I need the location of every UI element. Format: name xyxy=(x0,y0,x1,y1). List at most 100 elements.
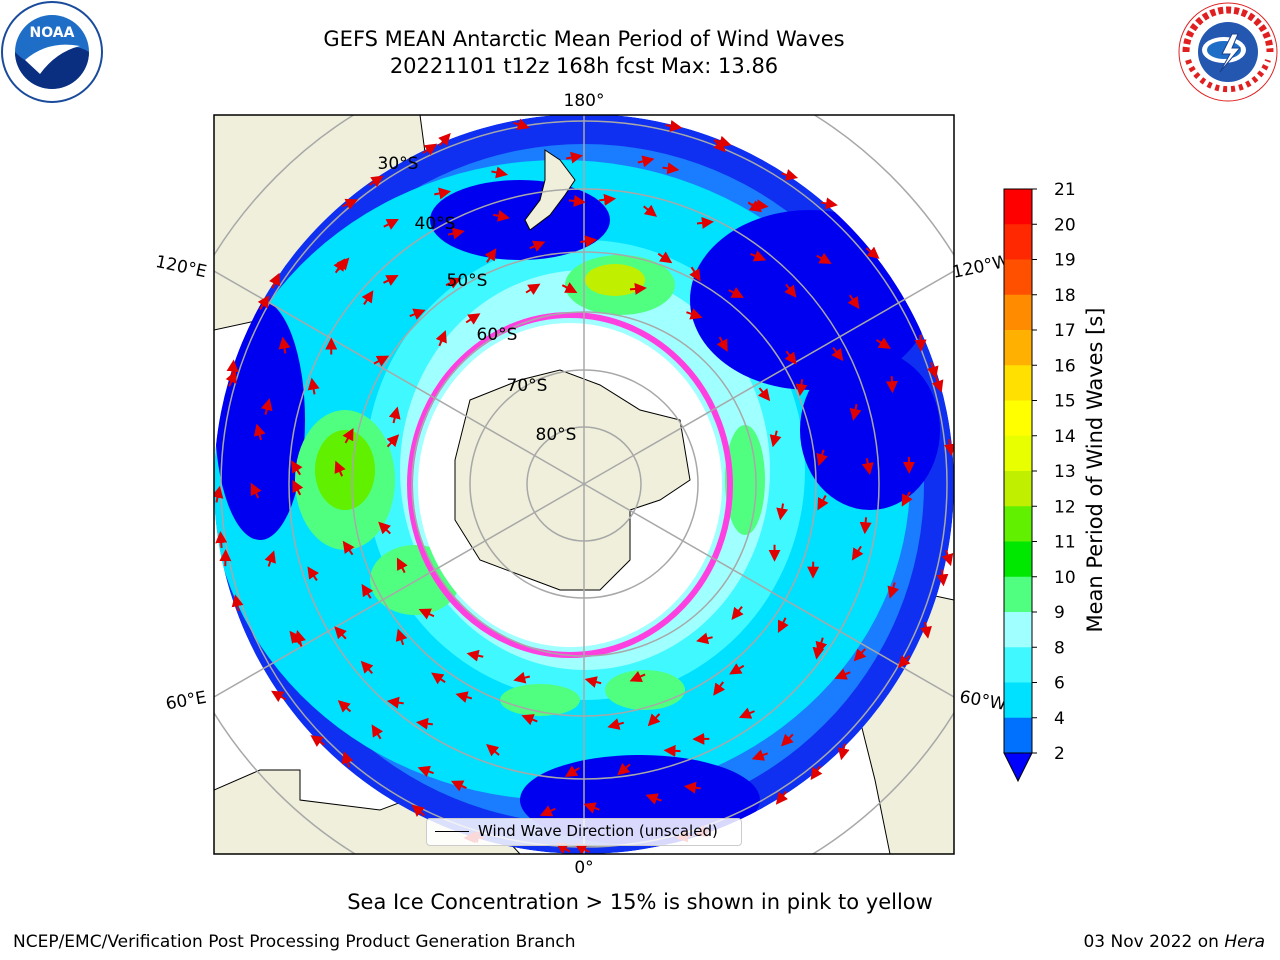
map-title: GEFS MEAN Antarctic Mean Period of Wind … xyxy=(323,27,845,51)
wave-direction-arrow xyxy=(776,503,789,521)
wave-direction-arrow xyxy=(396,557,408,574)
legend-line-swatch xyxy=(435,831,469,832)
wave-direction-arrow xyxy=(455,691,473,703)
wave-direction-arrow xyxy=(383,275,399,286)
colorbar-tick-label: 19 xyxy=(1054,251,1076,271)
colorbar-tick-label: 2 xyxy=(1054,744,1065,764)
wave-direction-arrow xyxy=(901,491,913,507)
wave-direction-arrow xyxy=(686,308,703,320)
wave-direction-arrow xyxy=(716,336,728,352)
wave-direction-arrow xyxy=(334,626,347,640)
wave-direction-arrow xyxy=(926,362,939,379)
wave-direction-arrow xyxy=(214,485,224,503)
colorbar-segment xyxy=(1004,365,1032,401)
wave-direction-arrow xyxy=(738,707,755,719)
wave-direction-arrow xyxy=(599,193,617,206)
nws-logo xyxy=(1178,2,1278,102)
wave-direction-arrow xyxy=(729,663,745,675)
wave-direction-arrow xyxy=(342,198,358,210)
wave-direction-arrow xyxy=(378,521,391,535)
wave-direction-arrow xyxy=(780,733,794,747)
wave-direction-arrow xyxy=(373,355,390,367)
wave-direction-arrow xyxy=(337,700,352,713)
wave-direction-arrow xyxy=(750,250,767,262)
wave-direction-arrow xyxy=(493,209,510,222)
wave-direction-arrow xyxy=(486,744,500,757)
wave-direction-arrow xyxy=(431,672,446,685)
wave-direction-arrow xyxy=(875,337,892,349)
wave-direction-arrow xyxy=(837,743,850,761)
wave-direction-arrow xyxy=(342,427,354,444)
wave-direction-arrow xyxy=(368,175,384,188)
wave-direction-arrow xyxy=(751,199,769,212)
lat-label-60s: 60°S xyxy=(477,325,518,345)
colorbar-segment xyxy=(1004,259,1032,296)
wave-direction-arrow xyxy=(665,120,683,132)
wave-direction-arrow xyxy=(422,143,438,156)
wave-direction-arrow xyxy=(409,308,426,320)
wind-wave-arrows xyxy=(214,118,954,854)
colorbar-segment xyxy=(1004,400,1032,437)
wave-direction-arrow xyxy=(637,155,655,168)
wave-direction-arrow xyxy=(341,751,354,768)
wave-direction-arrow xyxy=(264,550,276,567)
wave-direction-arrow xyxy=(696,216,714,229)
colorbar-tick-label: 18 xyxy=(1054,286,1076,306)
wave-direction-arrow xyxy=(574,843,590,854)
wave-direction-arrow xyxy=(417,765,434,778)
lat-label-80s: 80°S xyxy=(536,425,577,445)
noaa-logo-text: NOAA xyxy=(30,25,75,41)
wave-direction-arrow xyxy=(291,460,303,476)
wave-direction-arrow xyxy=(565,151,583,164)
wave-direction-arrow xyxy=(784,283,797,298)
wave-direction-arrow xyxy=(812,642,825,660)
lat-label-40s: 40°S xyxy=(415,214,456,234)
lon-label-60e: 60°E xyxy=(164,688,208,715)
new-zealand-land xyxy=(524,149,576,231)
wave-direction-arrow xyxy=(849,404,862,421)
colorbar-tick-label: 20 xyxy=(1054,215,1076,235)
wave-direction-arrow xyxy=(728,287,744,298)
sea-ice-caption: Sea Ice Concentration > 15% is shown in … xyxy=(347,890,933,914)
colorbar-segment xyxy=(1004,612,1032,648)
wave-direction-arrow xyxy=(289,630,302,645)
wave-direction-arrow xyxy=(820,197,838,210)
lon-label-0: 0° xyxy=(574,858,593,878)
wave-direction-arrow xyxy=(388,406,401,424)
wave-direction-arrow xyxy=(564,765,580,777)
wave-direction-arrow xyxy=(360,660,374,674)
colorbar-tick-label: 21 xyxy=(1054,180,1076,200)
wave-direction-arrow xyxy=(307,566,320,582)
wave-direction-arrow xyxy=(521,714,538,726)
wave-direction-arrow xyxy=(250,482,262,499)
wave-direction-arrow xyxy=(333,258,345,274)
colorbar-segment xyxy=(1004,541,1032,578)
wave-direction-arrow xyxy=(731,605,744,620)
wave-direction-arrow xyxy=(484,248,497,263)
wave-direction-arrow xyxy=(269,272,280,289)
wave-direction-arrow xyxy=(689,266,701,282)
colorbar-tick-label: 8 xyxy=(1054,638,1065,658)
wave-direction-arrow xyxy=(568,195,586,207)
wave-direction-arrow xyxy=(561,282,578,293)
wave-direction-arrow xyxy=(834,668,851,680)
wave-direction-arrow xyxy=(529,240,546,252)
wave-direction-arrow xyxy=(777,617,789,634)
wave-direction-arrow xyxy=(411,804,426,817)
wave-direction-arrow xyxy=(643,204,658,217)
wave-direction-arrow xyxy=(662,162,680,175)
wave-direction-arrow xyxy=(307,377,320,395)
wave-direction-arrow xyxy=(215,530,228,548)
colorbar-tick-label: 12 xyxy=(1054,497,1076,517)
wave-direction-arrow xyxy=(887,582,899,599)
wave-direction-arrow xyxy=(847,294,860,310)
wave-direction-arrow xyxy=(386,434,400,448)
colorbar-tick-label: 6 xyxy=(1054,674,1065,694)
lat-label-70s: 70°S xyxy=(507,376,548,396)
wave-direction-arrow xyxy=(383,218,399,230)
wave-direction-arrow xyxy=(271,690,287,703)
wave-direction-arrow xyxy=(769,430,782,448)
colorbar-tick-label: 13 xyxy=(1054,462,1076,482)
colorbar-segment xyxy=(1004,189,1032,225)
